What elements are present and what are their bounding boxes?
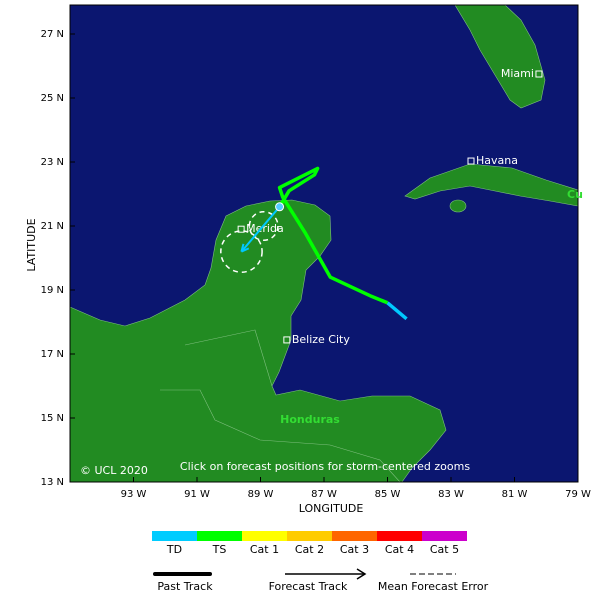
legend-swatch (242, 531, 287, 541)
legend-label: Cat 5 (430, 543, 459, 556)
forecast-arrowhead (240, 243, 250, 253)
isle-of-youth (449, 199, 467, 213)
forecast-error-circle (220, 230, 263, 273)
y-tick-label: 27 N (41, 29, 64, 40)
y-tick-label: 19 N (41, 285, 64, 296)
forecast-track (240, 206, 281, 253)
city-label: Belize City (292, 333, 351, 346)
forecast-arrow-sample (356, 568, 367, 580)
legend-swatch (152, 531, 197, 541)
legend-label: TD (166, 543, 182, 556)
legend-label: Cat 4 (385, 543, 414, 556)
x-tick-label: 93 W (121, 489, 147, 500)
city-label: Merida (246, 222, 284, 235)
copyright: © UCL 2020 (80, 464, 148, 477)
current-position[interactable] (275, 202, 285, 212)
legend-label: Cat 3 (340, 543, 369, 556)
city-label: Miami (501, 67, 534, 80)
y-tick-label: 23 N (41, 157, 64, 168)
legend-label: Cat 1 (250, 543, 279, 556)
x-axis-label: LONGITUDE (299, 502, 364, 515)
x-tick-label: 87 W (311, 489, 337, 500)
region-label: Cu (567, 188, 583, 201)
y-tick-label: 25 N (41, 93, 64, 104)
legend-swatch (287, 531, 332, 541)
forecast-error-circle (248, 210, 279, 242)
legend-swatch (332, 531, 377, 541)
border (184, 329, 273, 387)
y-axis-label: LATITUDE (25, 218, 38, 271)
cuba (404, 163, 579, 207)
x-tick-label: 91 W (184, 489, 210, 500)
past-track (277, 166, 389, 305)
x-tick-label: 83 W (438, 489, 464, 500)
city-marker (237, 225, 245, 233)
line-legend-label: Mean Forecast Error (378, 580, 489, 593)
city-label: Havana (476, 154, 518, 167)
x-tick-label: 81 W (502, 489, 528, 500)
florida (454, 4, 546, 109)
x-tick-label: 85 W (375, 489, 401, 500)
legend-swatch (377, 531, 422, 541)
past-track (386, 301, 408, 321)
line-legend-label: Past Track (157, 580, 213, 593)
y-tick-label: 17 N (41, 349, 64, 360)
legend-swatch (422, 531, 467, 541)
region-label: Honduras (280, 413, 340, 426)
line-legend-label: Forecast Track (269, 580, 348, 593)
border (160, 389, 401, 483)
y-tick-label: 13 N (41, 477, 64, 488)
x-tick-label: 79 W (565, 489, 591, 500)
legend-label: Cat 2 (295, 543, 324, 556)
x-tick-label: 89 W (248, 489, 274, 500)
land (69, 4, 579, 483)
city-marker (467, 157, 475, 165)
borders (160, 329, 401, 483)
city-marker (283, 336, 291, 344)
note[interactable]: Click on forecast positions for storm-ce… (180, 460, 470, 473)
legend-swatch (197, 531, 242, 541)
y-tick-label: 15 N (41, 413, 64, 424)
y-tick-label: 21 N (41, 221, 64, 232)
mainland (69, 199, 447, 483)
legend-label: TS (212, 543, 227, 556)
city-marker (535, 70, 543, 78)
